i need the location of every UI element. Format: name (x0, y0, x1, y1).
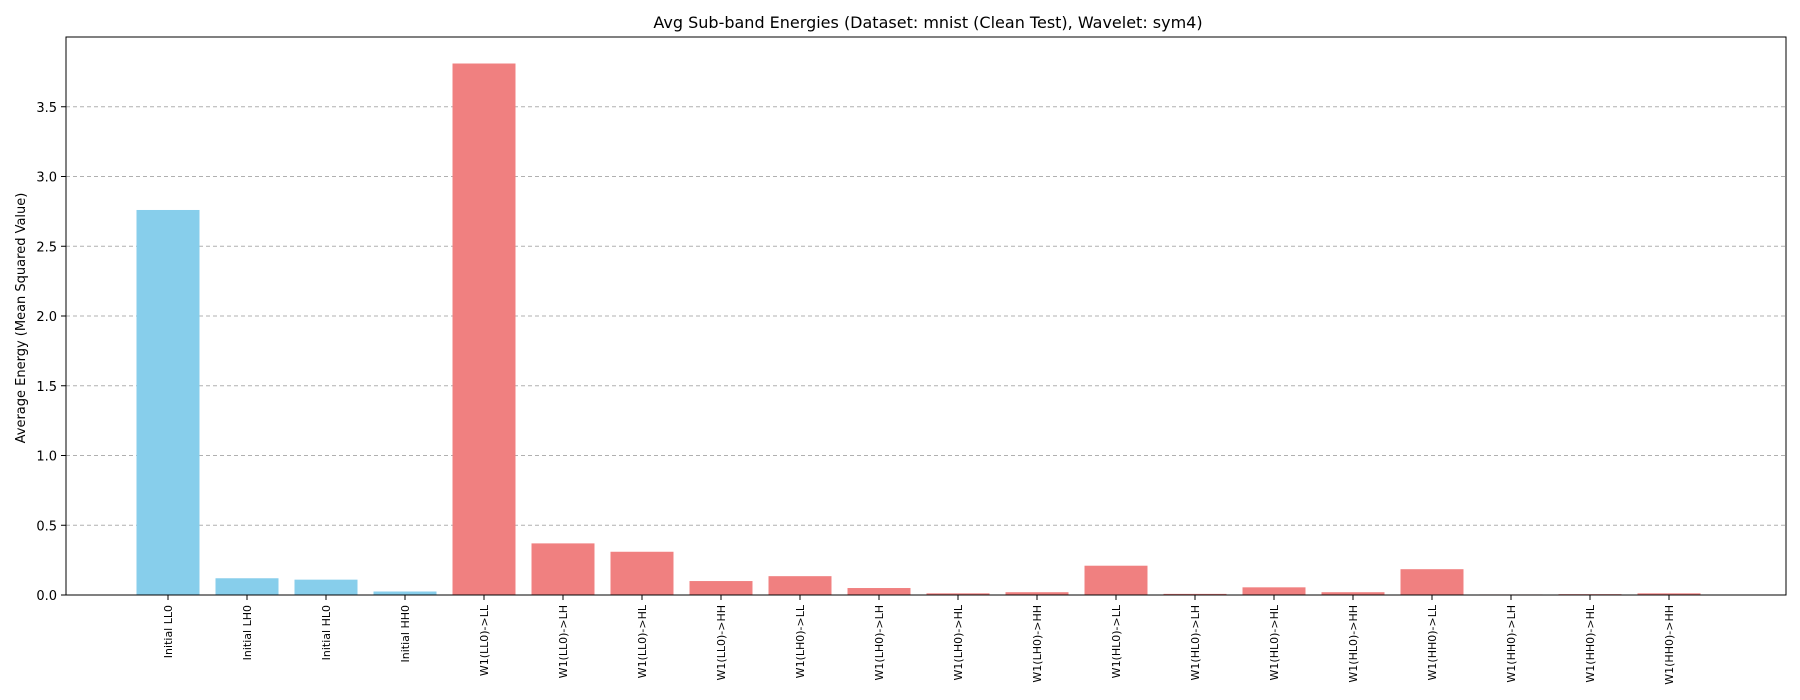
y-tick-label: 3.5 (36, 101, 57, 116)
x-tick-label: W1(HH0)->HL (1584, 604, 1597, 682)
x-tick-label: W1(HH0)->HH (1663, 605, 1676, 685)
bar (1084, 565, 1148, 595)
bar (768, 576, 832, 595)
chart-title: Avg Sub-band Energies (Dataset: mnist (C… (653, 13, 1202, 32)
x-tick-label: W1(HH0)->LL (1426, 604, 1439, 680)
plot-frame (65, 36, 1787, 596)
x-tick-label: W1(LH0)->HL (952, 604, 965, 680)
x-tick-label: Initial LH0 (241, 605, 254, 660)
x-tick-label: Initial LL0 (162, 605, 175, 658)
y-tick-label: 3.0 (36, 171, 57, 186)
x-tick-label: W1(HH0)->LH (1505, 605, 1518, 683)
x-tick-label: W1(LL0)->HL (636, 604, 649, 678)
bar (452, 63, 516, 595)
x-tick-label: W1(LH0)->LH (873, 605, 886, 680)
y-axis-label: Average Energy (Mean Squared Value) (14, 193, 29, 444)
y-tick-label: 0.0 (36, 589, 57, 604)
bar (215, 578, 279, 595)
x-axis-ticks: Initial LL0 Initial LH0 Initial HL0 Initial… (162, 595, 1676, 685)
bar (136, 209, 200, 596)
y-axis-ticks: 0.0 0.5 1.0 1.5 2.0 2.5 3.0 3.5 (36, 101, 66, 604)
x-tick-label: W1(LH0)->HH (1031, 605, 1044, 683)
y-tick-label: 0.5 (36, 519, 57, 534)
bar (847, 588, 911, 595)
bar (373, 591, 437, 595)
bar (926, 593, 990, 595)
bar (1400, 569, 1464, 595)
x-tick-label: W1(LL0)->LL (478, 604, 491, 676)
x-tick-label: W1(HL0)->LH (1189, 605, 1202, 680)
y-tick-label: 2.0 (36, 310, 57, 325)
x-tick-label: W1(HL0)->HH (1347, 605, 1360, 683)
x-tick-label: W1(LH0)->LL (794, 604, 807, 678)
x-tick-label: W1(HL0)->HL (1268, 604, 1281, 680)
bar (294, 579, 358, 595)
y-tick-label: 1.5 (36, 380, 57, 395)
bar (1242, 587, 1306, 595)
bar (689, 581, 753, 595)
x-tick-label: W1(LL0)->HH (715, 605, 728, 680)
grid-lines (66, 106, 1786, 526)
x-tick-label: W1(HL0)->LL (1110, 604, 1123, 678)
x-tick-label: Initial HH0 (399, 605, 412, 662)
bar (610, 551, 674, 595)
x-tick-label: W1(LL0)->LH (557, 605, 570, 678)
bar (1321, 592, 1385, 595)
x-tick-label: Initial HL0 (320, 605, 333, 660)
bars (136, 63, 1701, 596)
bar (1163, 593, 1227, 595)
y-tick-label: 1.0 (36, 450, 57, 465)
bar (531, 543, 595, 595)
bar (1005, 592, 1069, 595)
bar (1637, 593, 1701, 595)
y-tick-label: 2.5 (36, 240, 57, 255)
